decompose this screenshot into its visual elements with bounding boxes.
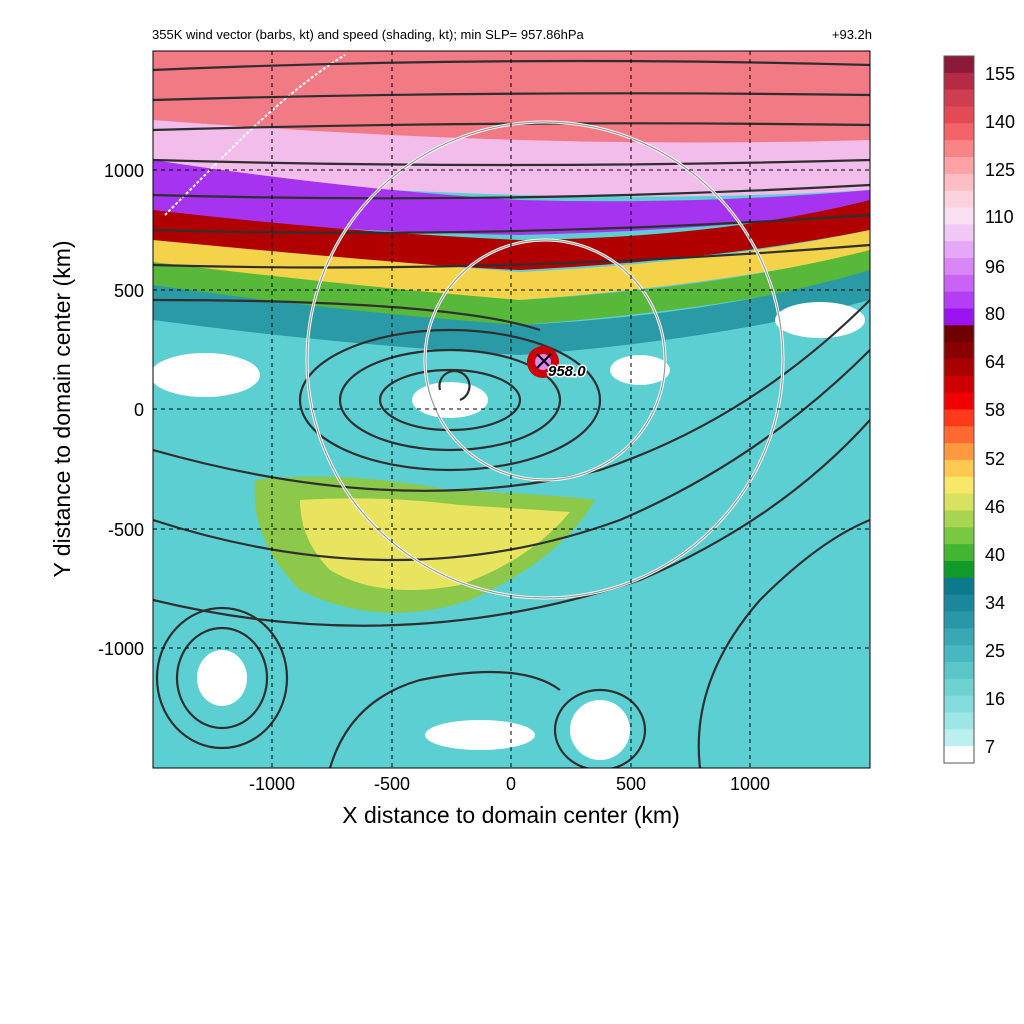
colorbar-swatch (944, 695, 974, 714)
colorbar-swatch (944, 527, 974, 545)
colorbar-label: 34 (985, 593, 1005, 613)
colorbar-swatch (944, 325, 974, 343)
calm-pocket (425, 720, 535, 750)
colorbar-label: 52 (985, 449, 1005, 469)
colorbar-label: 125 (985, 160, 1015, 180)
y-tick-label: -500 (108, 520, 144, 540)
colorbar-swatch (944, 140, 974, 158)
colorbar-swatch (944, 207, 974, 225)
colorbar-frame (943, 55, 975, 764)
x-tick-label: 500 (616, 774, 646, 794)
x-tick-label: 0 (506, 774, 516, 794)
calm-pocket (197, 650, 247, 706)
colorbar-swatch (944, 544, 974, 562)
calm-pocket (775, 302, 865, 338)
calm-pocket (412, 382, 488, 418)
x-tick-label: -500 (374, 774, 410, 794)
colorbar-label: 46 (985, 497, 1005, 517)
forecast-hour: +93.2h (831, 27, 872, 42)
colorbar-swatch (944, 443, 974, 461)
colorbar-swatch (944, 426, 974, 444)
colorbar-swatch (944, 72, 974, 91)
colorbar-swatch (944, 662, 974, 680)
colorbar-swatch (944, 375, 974, 394)
center-pressure-label: 958.0 (548, 363, 586, 380)
y-tick-label: 500 (114, 281, 144, 301)
colorbar-swatch (944, 173, 974, 192)
colorbar-swatch (944, 460, 974, 478)
colorbar-swatch (944, 359, 974, 377)
colorbar-swatch (944, 594, 974, 613)
colorbar-label: 64 (985, 352, 1005, 372)
colorbar-swatch (944, 561, 974, 579)
y-tick-label: 0 (134, 400, 144, 420)
y-tick-label: 1000 (104, 161, 144, 181)
colorbar-swatch (944, 746, 974, 764)
plot-area: 958.0 (153, 51, 870, 768)
calm-pocket (570, 700, 630, 760)
colorbar-label: 58 (985, 400, 1005, 420)
x-axis-label: X distance to domain center (km) (342, 802, 679, 828)
jet-teal (153, 270, 870, 355)
colorbar-swatch (944, 274, 974, 293)
colorbar-swatch (944, 224, 974, 242)
colorbar-labels: 155 140 125 110 96 80 64 58 52 46 40 34 … (985, 64, 1015, 757)
calm-pocket (153, 353, 260, 397)
colorbar-swatch (944, 712, 974, 730)
colorbar-swatch (944, 241, 974, 259)
x-tick-label: 1000 (730, 774, 770, 794)
colorbar-label: 40 (985, 545, 1005, 565)
colorbar-swatch (944, 123, 974, 141)
colorbar-swatch (944, 106, 974, 124)
colorbar-swatch (944, 510, 974, 528)
colorbar-swatch (944, 628, 974, 646)
jet-green (153, 250, 870, 325)
colorbar-label: 96 (985, 257, 1005, 277)
colorbar-swatch (944, 190, 974, 209)
sw-band-inner (300, 498, 570, 590)
range-ring-outer (306, 121, 784, 599)
colorbar-swatch (944, 611, 974, 629)
colorbar-swatch (944, 157, 974, 175)
colorbar-swatch (944, 392, 974, 411)
colorbar-swatch (944, 476, 974, 495)
colorbar-swatch (944, 409, 974, 427)
colorbar-label: 110 (985, 207, 1014, 227)
y-tick-label: -1000 (98, 639, 144, 659)
y-axis-label: Y distance to domain center (km) (49, 240, 75, 577)
colorbar-swatch (944, 342, 974, 360)
colorbar-swatch (944, 577, 974, 596)
coastline (164, 54, 346, 216)
colorbar (944, 56, 974, 764)
calm-pocket (610, 355, 670, 385)
colorbar-swatch (944, 291, 974, 310)
colorbar-swatch (944, 729, 974, 747)
colorbar-label: 155 (985, 64, 1015, 84)
plot-frame (152, 50, 871, 769)
colorbar-swatch (944, 493, 974, 512)
colorbar-label: 16 (985, 689, 1005, 709)
colorbar-swatch (944, 678, 974, 697)
colorbar-swatch (944, 645, 974, 663)
colorbar-swatch (944, 308, 974, 326)
jet-purple (153, 160, 870, 235)
colorbar-label: 7 (985, 737, 995, 757)
colorbar-swatch (944, 56, 974, 74)
center-marker (536, 353, 552, 369)
x-tick-labels: -1000 -500 0 500 1000 (249, 774, 770, 794)
colorbar-label: 140 (985, 112, 1015, 132)
y-tick-labels: 1000 500 0 -500 -1000 (98, 161, 144, 659)
chart-title: 355K wind vector (barbs, kt) and speed (… (152, 27, 584, 42)
colorbar-label: 80 (985, 304, 1005, 324)
x-tick-label: -1000 (249, 774, 295, 794)
colorbar-swatch (944, 258, 974, 276)
colorbar-swatch (944, 89, 974, 108)
range-ring-inner (424, 239, 666, 481)
colorbar-label: 25 (985, 641, 1005, 661)
